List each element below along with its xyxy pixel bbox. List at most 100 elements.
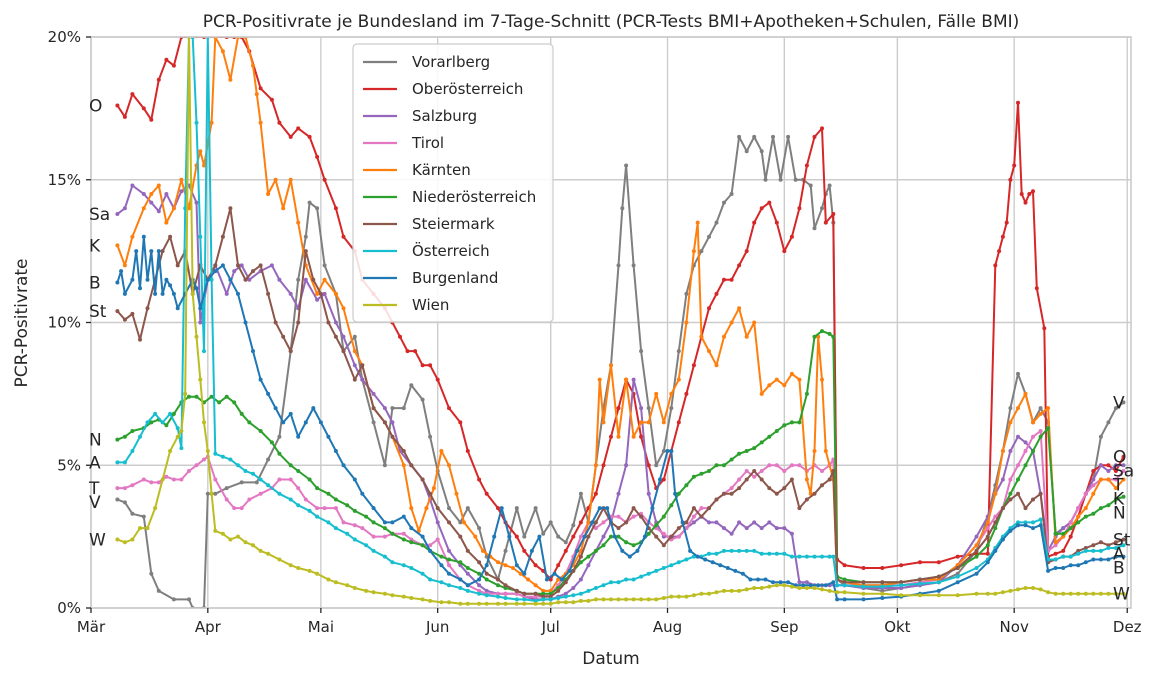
data-point [714,590,719,595]
data-point [277,477,282,482]
series-start-label: V [89,493,101,513]
x-axis-label: Datum [582,649,640,669]
data-point [842,597,847,602]
data-point [326,577,331,582]
data-point [759,440,764,445]
legend-item: Steiermark [363,215,495,233]
data-point [1098,548,1103,553]
data-point [1023,586,1028,590]
data-point [122,500,127,505]
data-point [315,206,320,211]
y-axis-label: PCR-Positivrate [12,259,32,388]
data-point [496,594,500,599]
data-point [156,77,161,82]
data-point [752,520,757,525]
data-point [187,394,191,399]
data-point [1023,440,1028,445]
legend-item: Kärnten [363,161,471,179]
data-point [571,523,576,528]
data-point [797,506,802,511]
series-start-label: Sa [89,205,110,225]
data-point [556,600,561,605]
data-point [209,491,214,496]
data-point [405,349,410,354]
legend-label: Kärnten [412,161,471,179]
data-point [190,291,195,296]
data-point [232,269,237,274]
data-point [364,588,369,593]
data-point [782,469,787,473]
data-point [918,593,922,598]
data-point [1098,434,1103,439]
data-point [541,531,546,536]
data-point [767,551,772,556]
data-point [767,520,772,525]
data-point [899,586,904,590]
data-point [661,566,666,570]
y-tick-label: 0% [57,599,81,617]
data-point [1008,406,1013,411]
data-point [744,249,749,254]
data-point [164,220,169,225]
data-point [1038,517,1043,522]
data-point [782,526,787,531]
data-point [1068,526,1073,531]
data-point [138,286,142,291]
data-point [631,506,636,511]
data-point [439,600,444,605]
data-point [571,593,576,598]
data-point [782,383,787,388]
data-point [974,554,979,559]
data-point [1019,192,1024,196]
data-point [759,526,764,531]
data-point [552,571,557,576]
data-point [352,477,357,482]
data-point [722,526,726,531]
data-point [842,563,847,568]
series-end-label: B [1113,559,1125,579]
data-point [288,463,293,468]
data-point [296,277,301,282]
data-point [880,580,885,585]
data-point [842,580,847,585]
data-point [740,571,745,576]
data-point [141,206,146,211]
data-point [722,334,726,339]
data-point [624,520,629,525]
data-point [213,263,218,268]
data-point [993,526,998,531]
data-point [503,601,508,606]
data-point [130,511,135,516]
data-point [345,531,350,536]
data-point [1106,546,1111,550]
data-point [985,520,990,525]
data-point [661,514,666,519]
data-point [1083,591,1088,596]
data-point [401,514,406,519]
data-point [409,596,414,600]
data-point [620,206,625,211]
data-point [567,568,572,573]
data-point [333,506,338,511]
data-point [759,551,764,556]
data-point [676,560,681,565]
data-point [503,591,508,596]
data-point [183,391,188,396]
data-point [1121,537,1126,542]
data-point [130,449,135,453]
data-point [661,531,666,536]
data-point [612,534,617,539]
data-point [729,277,734,282]
data-point [420,543,425,548]
legend-item: Wien [363,296,449,314]
data-point [1061,554,1066,559]
series-start-label: K [89,236,101,256]
data-point [1016,587,1020,592]
legend-box [352,43,554,323]
data-point [1113,546,1118,550]
data-point [631,263,636,268]
data-point [138,337,142,342]
data-point [514,534,519,539]
data-point [496,506,500,511]
data-point [465,566,470,570]
